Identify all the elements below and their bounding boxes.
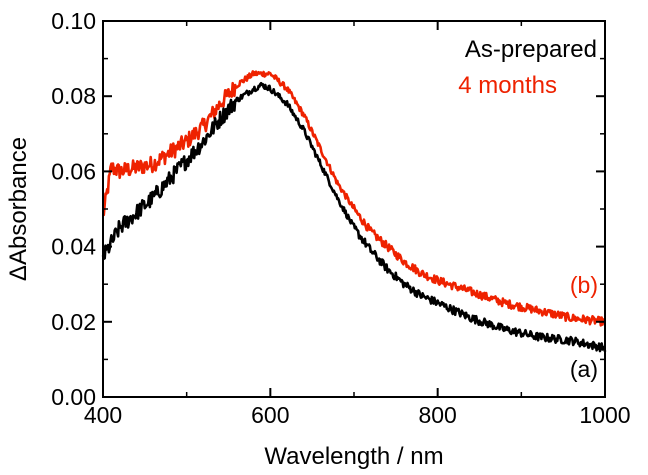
y-tick-label: 0.00 [51,384,96,410]
legend-entry-4-months: 4 months [458,72,557,99]
y-tick-label: 0.06 [51,158,96,184]
legend-entry-as-prepared: As-prepared [465,36,597,63]
x-axis-title: Wavelength / nm [264,443,443,470]
y-axis-title: ΔAbsorbance [5,137,32,281]
x-tick-label: 400 [84,402,122,428]
y-tick-label: 0.04 [51,234,96,260]
curve-label-b: (b) [570,272,598,298]
series-line-as-prepared [101,81,607,353]
curve-label-a: (a) [570,356,598,382]
y-tick-label: 0.10 [51,8,96,34]
series-line-4-months [102,70,606,327]
x-tick-label: 800 [418,402,456,428]
x-tick-label: 600 [251,402,289,428]
x-tick-label: 1000 [579,402,630,428]
y-tick-label: 0.08 [51,83,96,109]
y-tick-label: 0.02 [51,309,96,335]
